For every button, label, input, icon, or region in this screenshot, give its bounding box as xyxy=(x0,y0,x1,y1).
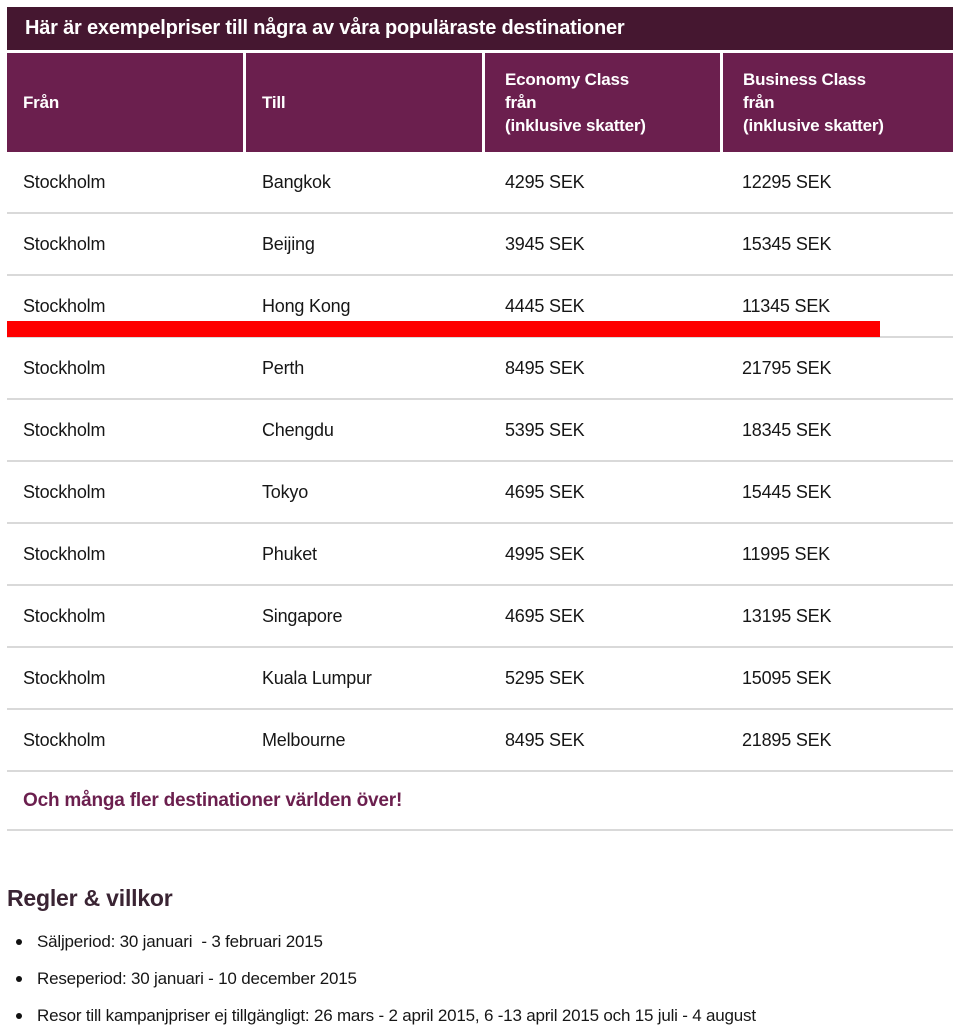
table-row: Stockholm Singapore 4695 SEK 13195 SEK xyxy=(7,586,953,648)
table-row: Stockholm Phuket 4995 SEK 11995 SEK xyxy=(7,524,953,586)
cell-business-price: 12295 SEK xyxy=(742,171,832,192)
table-header-row: Från Till Economy Class från (inklusive … xyxy=(7,53,953,152)
cell-business-price: 13195 SEK xyxy=(742,605,832,626)
bullet-icon xyxy=(16,1013,22,1019)
cell-economy-price: 4695 SEK xyxy=(505,481,585,502)
cell-economy-price: 8495 SEK xyxy=(505,729,585,750)
cell-from: Stockholm xyxy=(23,729,106,750)
bullet-icon xyxy=(16,976,22,982)
table-row: Stockholm Tokyo 4695 SEK 15445 SEK xyxy=(7,462,953,524)
cell-economy-price: 4445 SEK xyxy=(505,295,585,316)
bullet-icon xyxy=(16,939,22,945)
column-header-to: Till xyxy=(246,53,482,152)
column-header-business: Business Class från (inklusive skatter) xyxy=(723,53,953,152)
rule-item-text: Resor till kampanjpriser ej tillgängligt… xyxy=(37,1006,756,1025)
rule-item: Reseperiod: 30 januari - 10 december 201… xyxy=(7,969,957,989)
table-row: Stockholm Hong Kong 4445 SEK 11345 SEK xyxy=(7,276,953,338)
table-row: Stockholm Kuala Lumpur 5295 SEK 15095 SE… xyxy=(7,648,953,710)
cell-economy-price: 5395 SEK xyxy=(505,419,585,440)
cell-economy-price: 8495 SEK xyxy=(505,357,585,378)
cell-to: Kuala Lumpur xyxy=(262,667,372,688)
cell-business-price: 15345 SEK xyxy=(742,233,832,254)
cell-economy-price: 4995 SEK xyxy=(505,543,585,564)
cell-from: Stockholm xyxy=(23,481,106,502)
cell-business-price: 15095 SEK xyxy=(742,667,832,688)
cell-from: Stockholm xyxy=(23,667,106,688)
table-row: Stockholm Perth 8495 SEK 21795 SEK xyxy=(7,338,953,400)
cell-from: Stockholm xyxy=(23,171,106,192)
rules-list: Säljperiod: 30 januari - 3 februari 2015… xyxy=(7,932,957,1026)
cell-economy-price: 4695 SEK xyxy=(505,605,585,626)
cell-from: Stockholm xyxy=(23,357,106,378)
price-table: Här är exempelpriser till några av våra … xyxy=(7,7,953,831)
cell-to: Perth xyxy=(262,357,305,378)
cell-from: Stockholm xyxy=(23,419,106,440)
cell-to: Singapore xyxy=(262,605,343,626)
cell-economy-price: 3945 SEK xyxy=(505,233,585,254)
cell-to: Melbourne xyxy=(262,729,346,750)
cell-business-price: 11995 SEK xyxy=(742,543,830,564)
cell-business-price: 18345 SEK xyxy=(742,419,832,440)
cell-from: Stockholm xyxy=(23,543,106,564)
rule-item: Resor till kampanjpriser ej tillgängligt… xyxy=(7,1006,957,1026)
cell-economy-price: 5295 SEK xyxy=(505,667,585,688)
column-header-from: Från xyxy=(7,53,243,152)
cell-business-price: 15445 SEK xyxy=(742,481,832,502)
cell-from: Stockholm xyxy=(23,233,106,254)
cell-to: Bangkok xyxy=(262,171,331,192)
cell-from: Stockholm xyxy=(23,295,106,316)
cell-to: Tokyo xyxy=(262,481,309,502)
rule-item-text: Reseperiod: 30 januari - 10 december 201… xyxy=(37,969,357,988)
cell-to: Chengdu xyxy=(262,419,334,440)
rules-section: Regler & villkor Säljperiod: 30 januari … xyxy=(7,884,957,1034)
table-row: Stockholm Beijing 3945 SEK 15345 SEK xyxy=(7,214,953,276)
cell-to: Hong Kong xyxy=(262,295,351,316)
red-highlight-bar xyxy=(7,321,880,337)
column-header-economy: Economy Class från (inklusive skatter) xyxy=(485,53,720,152)
table-row: Stockholm Chengdu 5395 SEK 18345 SEK xyxy=(7,400,953,462)
cell-to: Beijing xyxy=(262,233,315,254)
cell-from: Stockholm xyxy=(23,605,106,626)
cell-to: Phuket xyxy=(262,543,317,564)
cell-business-price: 21895 SEK xyxy=(742,729,832,750)
table-title: Här är exempelpriser till några av våra … xyxy=(25,17,625,39)
cell-economy-price: 4295 SEK xyxy=(505,171,585,192)
more-destinations-note: Och många fler destinationer världen öve… xyxy=(7,772,953,831)
table-row: Stockholm Bangkok 4295 SEK 12295 SEK xyxy=(7,152,953,214)
rules-heading: Regler & villkor xyxy=(7,885,173,911)
table-title-bar: Här är exempelpriser till några av våra … xyxy=(7,7,953,50)
rule-item-text: Säljperiod: 30 januari - 3 februari 2015 xyxy=(37,932,323,951)
cell-business-price: 11345 SEK xyxy=(742,295,830,316)
rule-item: Säljperiod: 30 januari - 3 februari 2015 xyxy=(7,932,957,952)
cell-business-price: 21795 SEK xyxy=(742,357,832,378)
table-row: Stockholm Melbourne 8495 SEK 21895 SEK xyxy=(7,710,953,772)
